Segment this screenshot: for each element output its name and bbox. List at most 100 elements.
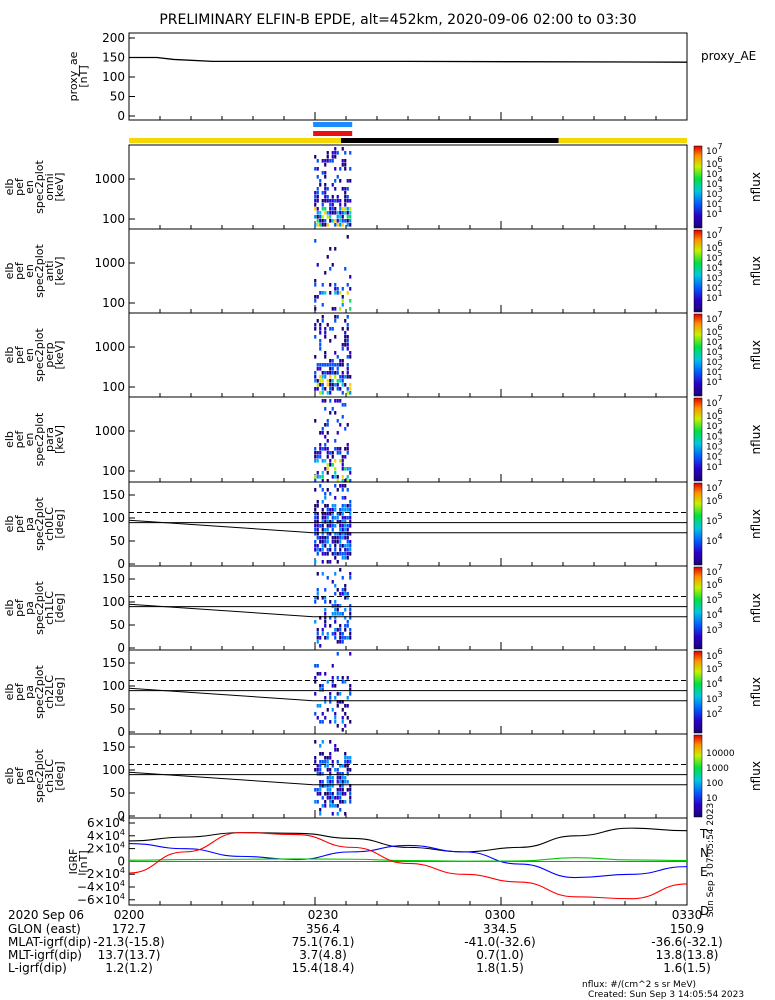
spectrogram-cell (329, 215, 332, 219)
spectrogram-cell (326, 788, 329, 792)
spectrogram-cell (326, 223, 329, 227)
spectrogram-cell (321, 303, 324, 307)
colorbar (693, 734, 703, 818)
y-axis-label: [deg] (53, 509, 66, 538)
spectrogram-cell (319, 636, 322, 640)
spectrogram-cell (336, 692, 339, 696)
y-tick-label: 2×104 (87, 841, 125, 856)
spectrogram-cell (331, 151, 334, 155)
y-axis-label: pef (13, 766, 26, 785)
spectrogram-cell (339, 612, 342, 616)
spectrogram-cell (334, 572, 337, 576)
spectrogram-cell (321, 319, 324, 323)
spectrogram-cell (336, 532, 339, 536)
spectrogram-cell (336, 488, 339, 492)
spectrogram-cell (341, 680, 344, 684)
spectrogram-cell (336, 355, 339, 359)
spectrogram-cell (326, 536, 329, 540)
spectrogram-cell (319, 391, 322, 395)
colorbar-tick-label: 103 (706, 185, 723, 200)
legend-D: D (700, 904, 709, 918)
spectrogram-cell (319, 343, 322, 347)
spectrogram-cell (344, 207, 347, 211)
spectrogram-cell (326, 419, 329, 423)
footer-value: 1.6(1.5) (663, 961, 711, 975)
spectrogram-cell (316, 451, 319, 455)
spectrogram-cell (324, 159, 327, 163)
colorbar-label: nflux (749, 425, 763, 455)
spectrogram-cell (349, 632, 352, 636)
spectrogram-cell (334, 796, 337, 800)
spectrogram-cell (329, 211, 332, 215)
spectrogram-cell (334, 620, 337, 624)
spectrogram-cell (331, 632, 334, 636)
spectrogram-cell (331, 784, 334, 788)
spectrogram-cell (329, 792, 332, 796)
spectrogram-cell (331, 508, 334, 512)
spectrogram-cell (324, 760, 327, 764)
spectrogram-cell (346, 620, 349, 624)
spectrogram-cell (321, 536, 324, 540)
colorbar (693, 482, 703, 566)
spectrogram-cell (319, 447, 322, 451)
spectrogram-cell (334, 484, 337, 488)
spectrogram-cell (314, 532, 317, 536)
spectrogram-cell (336, 772, 339, 776)
spectrogram-cell (331, 455, 334, 459)
spectrogram-cell (316, 520, 319, 524)
spectrogram-cell (341, 516, 344, 520)
spectrogram-cell (321, 207, 324, 211)
legend-E: E (700, 865, 708, 879)
spectrogram-cell (324, 335, 327, 339)
spectrogram-cell (336, 419, 339, 423)
spectrogram-cell (324, 211, 327, 215)
spectrogram-cell (339, 375, 342, 379)
spectrogram-cell (329, 784, 332, 788)
y-tick-label: 50 (110, 618, 125, 632)
spectrogram-cell (339, 211, 342, 215)
spectrogram-cell (319, 760, 322, 764)
spectrogram-cell (324, 171, 327, 175)
y-axis-label: pef (13, 682, 26, 701)
spectrogram-cell (319, 323, 322, 327)
colorbar (693, 145, 703, 229)
y-tick-label: 200 (102, 31, 125, 45)
spectrogram-cell (331, 536, 334, 540)
spectrogram-cell (329, 399, 332, 403)
spectrogram-cell (321, 363, 324, 367)
spectrogram-cell (341, 784, 344, 788)
spectrogram-cell (341, 207, 344, 211)
spectrogram-cell (346, 475, 349, 479)
spectrogram-cell (329, 768, 332, 772)
spectrogram-cell (346, 347, 349, 351)
spectrogram-cell (344, 219, 347, 223)
spectrogram-cell (346, 676, 349, 680)
spectrogram-cell (326, 391, 329, 395)
spectrogram-cell (319, 291, 322, 295)
footer-value: 356.4 (306, 922, 340, 936)
spectrogram-cell (326, 532, 329, 536)
spectrogram-cell (341, 512, 344, 516)
spectrogram-cell (329, 508, 332, 512)
y-axis-label: proxy_ae (67, 51, 80, 101)
spectrogram-cell (339, 772, 342, 776)
spectrogram-cell (341, 588, 344, 592)
spectrogram-cell (336, 796, 339, 800)
footer-value: 334.5 (483, 922, 517, 936)
spectrogram-cell (316, 175, 319, 179)
spectrogram-cell (341, 552, 344, 556)
spectrogram-cell (324, 191, 327, 195)
panel-frame (128, 733, 688, 819)
spectrogram-cell (324, 620, 327, 624)
spectrogram-cell (349, 768, 352, 772)
spectrogram-cell (344, 680, 347, 684)
spectrogram-cell (341, 415, 344, 419)
spectrogram-cell (346, 323, 349, 327)
spectrogram-cell (319, 363, 322, 367)
spectrogram-cell (331, 263, 334, 267)
y-tick-label: 1000 (94, 256, 125, 270)
spectrogram-cell (321, 572, 324, 576)
spectrogram-cell (334, 147, 337, 151)
spectrogram-cell (341, 780, 344, 784)
